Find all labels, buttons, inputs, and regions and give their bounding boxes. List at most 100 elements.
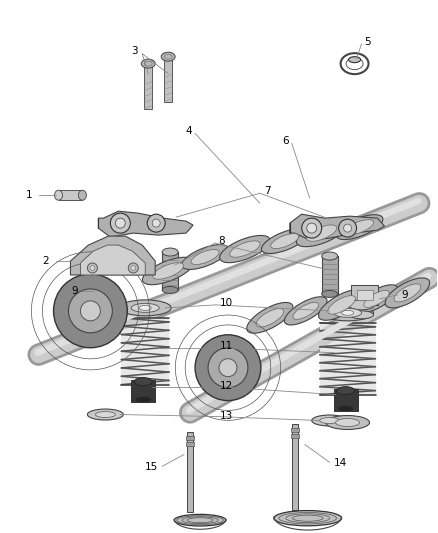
Ellipse shape [328,296,356,314]
Bar [357,290,372,300]
Ellipse shape [394,284,421,302]
Bar [292,424,298,510]
Ellipse shape [139,305,151,310]
Ellipse shape [115,218,125,228]
Ellipse shape [81,301,100,321]
Ellipse shape [297,220,347,247]
Bar [86,283,114,303]
Text: 15: 15 [145,462,158,472]
Text: 12: 12 [220,381,233,391]
Ellipse shape [256,309,284,327]
Ellipse shape [326,416,370,430]
Bar [186,442,194,447]
Bar [350,285,378,305]
Ellipse shape [247,302,293,333]
Ellipse shape [131,265,136,270]
Ellipse shape [284,297,327,325]
Ellipse shape [88,263,97,273]
Text: 3: 3 [132,46,138,55]
Ellipse shape [134,378,152,385]
Text: 13: 13 [220,410,233,421]
Ellipse shape [339,219,357,237]
Bar [59,190,82,200]
Text: 6: 6 [282,136,289,147]
Ellipse shape [274,511,342,526]
Ellipse shape [336,215,383,239]
Bar [162,252,178,290]
Ellipse shape [261,229,308,254]
Ellipse shape [346,58,363,70]
Bar [321,256,338,294]
Text: 9: 9 [72,286,78,296]
Ellipse shape [128,263,138,273]
Ellipse shape [385,278,430,308]
Ellipse shape [219,359,237,377]
Ellipse shape [349,56,360,63]
Ellipse shape [271,233,299,248]
Bar [121,318,169,385]
Text: 11: 11 [220,341,233,351]
Ellipse shape [88,409,124,420]
Ellipse shape [307,225,337,241]
Polygon shape [99,211,193,237]
Bar [144,63,152,109]
Text: 5: 5 [364,37,371,47]
Ellipse shape [54,190,63,200]
Ellipse shape [346,220,374,235]
Ellipse shape [162,248,178,256]
Ellipse shape [191,249,219,264]
Polygon shape [71,236,155,275]
Bar [187,432,193,512]
Text: 9: 9 [401,290,408,300]
Ellipse shape [318,289,365,320]
Polygon shape [290,214,385,240]
Ellipse shape [119,300,171,316]
Bar [291,434,299,439]
Ellipse shape [312,415,348,426]
Ellipse shape [364,290,389,308]
Ellipse shape [78,190,86,200]
Text: 14: 14 [334,458,347,469]
Ellipse shape [338,406,353,411]
Ellipse shape [349,300,374,310]
Ellipse shape [293,302,318,319]
Text: 8: 8 [218,236,225,246]
Ellipse shape [342,310,353,316]
Ellipse shape [230,241,260,257]
Ellipse shape [302,218,321,238]
Ellipse shape [307,223,317,233]
Bar [320,323,375,394]
Bar [131,379,155,401]
Ellipse shape [153,263,184,279]
Ellipse shape [334,309,361,317]
Ellipse shape [110,213,130,233]
Ellipse shape [336,418,360,426]
Bar [291,429,299,432]
Ellipse shape [147,214,165,232]
Ellipse shape [53,274,127,348]
Text: 7: 7 [264,186,271,196]
Bar [334,389,357,410]
Ellipse shape [142,257,194,285]
Ellipse shape [141,59,155,68]
Polygon shape [81,245,145,275]
Text: 10: 10 [220,298,233,308]
Ellipse shape [355,285,398,313]
Bar [164,56,172,101]
Text: 1: 1 [26,190,32,200]
Ellipse shape [68,289,112,333]
Ellipse shape [320,417,339,424]
Ellipse shape [162,286,178,293]
Ellipse shape [208,348,248,387]
Ellipse shape [152,219,160,227]
Text: 4: 4 [185,126,192,136]
Ellipse shape [90,265,95,270]
Ellipse shape [337,386,355,394]
Ellipse shape [195,335,261,401]
Ellipse shape [135,397,151,402]
Ellipse shape [321,290,338,297]
Bar [186,437,194,440]
Ellipse shape [321,305,374,321]
Text: 2: 2 [42,256,49,266]
Ellipse shape [174,514,226,526]
